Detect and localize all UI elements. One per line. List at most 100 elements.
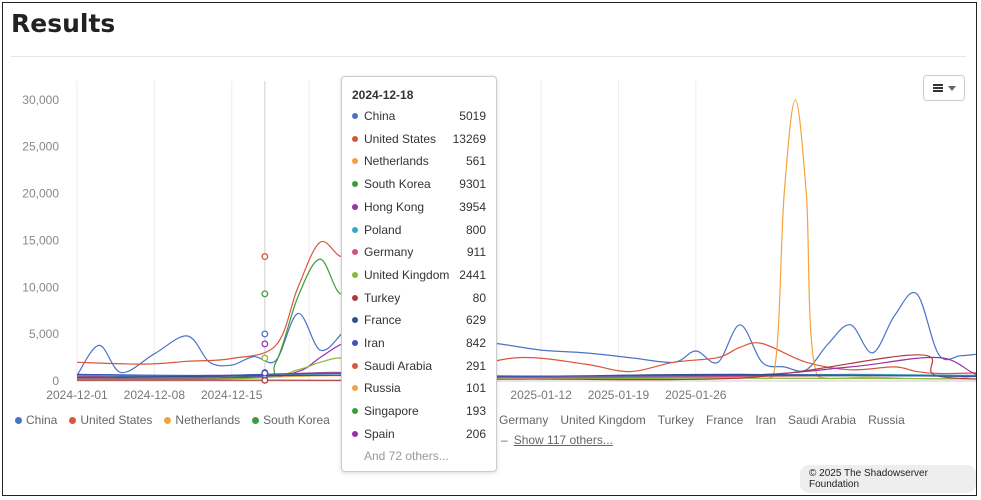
tooltip-row: Poland 800 <box>352 222 486 238</box>
legend-item[interactable]: Russia <box>868 413 905 427</box>
tooltip-series-value: 291 <box>465 358 486 373</box>
legend-label: China <box>26 413 58 427</box>
legend-item[interactable]: Netherlands <box>164 413 240 427</box>
show-more-link[interactable]: Show 117 others... <box>513 433 613 447</box>
tooltip-row: China 5019 <box>352 108 486 124</box>
tooltip-others: And 72 others... <box>364 449 449 463</box>
legend-dot-icon <box>15 416 22 424</box>
series-dot-icon <box>352 249 358 256</box>
x-tick-label: 2024-12-08 <box>124 388 186 402</box>
tooltip-row: South Korea 9301 <box>352 176 486 192</box>
series-dot-icon <box>352 113 358 119</box>
legend-item[interactable]: Iran <box>755 413 776 427</box>
legend-label: Germany <box>499 413 549 427</box>
tooltip-series-value: 561 <box>465 154 486 169</box>
tooltip-series-value: 629 <box>465 313 486 328</box>
tooltip-series-name: Spain <box>364 426 395 441</box>
legend-item[interactable]: China <box>15 413 57 427</box>
tooltip-row: United States 13269 <box>352 131 486 147</box>
y-tick-label: 5,000 <box>29 327 59 341</box>
series-dot-icon <box>352 203 358 210</box>
tooltip-series-value: 842 <box>465 336 486 350</box>
legend-item[interactable]: France <box>706 413 743 427</box>
legend-item[interactable]: Saudi Arabia <box>788 413 856 427</box>
tooltip-row: Singapore 193 <box>352 403 486 419</box>
series-line-china <box>76 291 976 376</box>
legend-label: Iran <box>755 413 777 427</box>
tooltip-series-value: 911 <box>466 245 486 260</box>
series-dot-icon <box>352 385 358 392</box>
legend-item[interactable]: Turkey <box>658 413 694 427</box>
tooltip-series-name: Saudi Arabia <box>364 358 433 373</box>
x-tick-label: 2025-01-12 <box>510 388 572 402</box>
tooltip-series-value: 193 <box>465 404 486 419</box>
chart-legend: China United States Netherlands South Korea <box>15 413 330 427</box>
series-dot-icon <box>352 158 358 165</box>
series-line-netherlands <box>76 99 976 380</box>
tooltip-row: Spain 206 <box>352 426 486 442</box>
tooltip-row: Russia 101 <box>352 380 486 396</box>
series-line-turkey <box>76 354 976 381</box>
y-tick-label: 30,000 <box>22 93 59 107</box>
chart-menu-button[interactable] <box>923 75 965 101</box>
legend-label: Saudi Arabia <box>788 413 857 427</box>
tooltip-row: Netherlands 561 <box>352 153 486 169</box>
tooltip-row: Iran 842 <box>352 335 486 351</box>
series-dot-icon <box>352 294 358 301</box>
series-dot-icon <box>352 340 358 346</box>
legend-label: United States <box>80 413 153 427</box>
x-tick-label: 2025-01-19 <box>588 388 650 402</box>
tooltip-series-name: Russia <box>364 381 401 396</box>
tooltip-series-name: Germany <box>364 245 414 260</box>
tooltip-series-value: 3954 <box>459 199 486 214</box>
hover-marker <box>261 330 269 338</box>
legend-dot-icon <box>252 416 260 424</box>
legend-item[interactable]: United Kingdom <box>560 413 645 427</box>
tooltip-series-name: Netherlands <box>364 154 429 169</box>
tooltip-row: Turkey 80 <box>352 290 486 306</box>
tooltip-row: France 629 <box>352 312 486 328</box>
tooltip-series-value: 80 <box>472 290 486 305</box>
hover-marker <box>261 340 269 348</box>
chart-tooltip: 2024-12-18 And 72 others... China 5019 Uni… <box>341 76 497 472</box>
tooltip-series-name: France <box>364 313 402 328</box>
y-tick-label: 25,000 <box>22 140 59 154</box>
tooltip-series-value: 2441 <box>459 267 486 282</box>
y-tick-label: 20,000 <box>22 187 59 201</box>
caret-down-icon <box>947 85 956 91</box>
series-dot-icon <box>352 362 358 369</box>
tooltip-series-name: Iran <box>364 336 385 350</box>
show-more-legend[interactable]: – Show 117 others... <box>501 433 613 447</box>
page-title: Results <box>11 9 116 38</box>
tooltip-series-value: 101 <box>465 381 486 396</box>
legend-label: Netherlands <box>175 413 241 427</box>
tooltip-series-name: Poland <box>364 222 402 237</box>
x-tick-label: 2025-01-26 <box>665 388 727 402</box>
series-dot-icon <box>352 408 358 415</box>
tooltip-series-name: Hong Kong <box>364 199 425 214</box>
legend-item[interactable]: United States <box>69 413 152 427</box>
x-tick-label: 2024-12-01 <box>46 388 108 402</box>
series-dot-icon <box>352 430 358 437</box>
tooltip-series-value: 206 <box>465 426 486 441</box>
legend-item[interactable]: South Korea <box>252 413 330 427</box>
legend-label: Russia <box>868 413 905 427</box>
tooltip-row: Germany 911 <box>352 244 486 260</box>
y-tick-label: 10,000 <box>22 280 59 294</box>
credit-badge: © 2025 The Shadowserver Foundation <box>800 465 976 493</box>
hover-marker <box>261 253 269 261</box>
tooltip-series-value: 9301 <box>459 177 486 192</box>
hover-marker <box>261 354 269 362</box>
legend-label: Turkey <box>657 413 694 427</box>
title-divider <box>11 56 966 57</box>
show-more-prefix: – <box>501 433 508 447</box>
legend-dot-icon <box>164 416 172 424</box>
series-dot-icon <box>352 317 358 324</box>
legend-item[interactable]: Germany <box>499 413 548 427</box>
tooltip-row: United Kingdom 2441 <box>352 267 486 283</box>
series-line-united-states <box>76 234 976 377</box>
series-line-hong-kong <box>76 339 976 379</box>
hover-marker <box>261 290 269 298</box>
tooltip-series-name: Singapore <box>364 404 419 419</box>
